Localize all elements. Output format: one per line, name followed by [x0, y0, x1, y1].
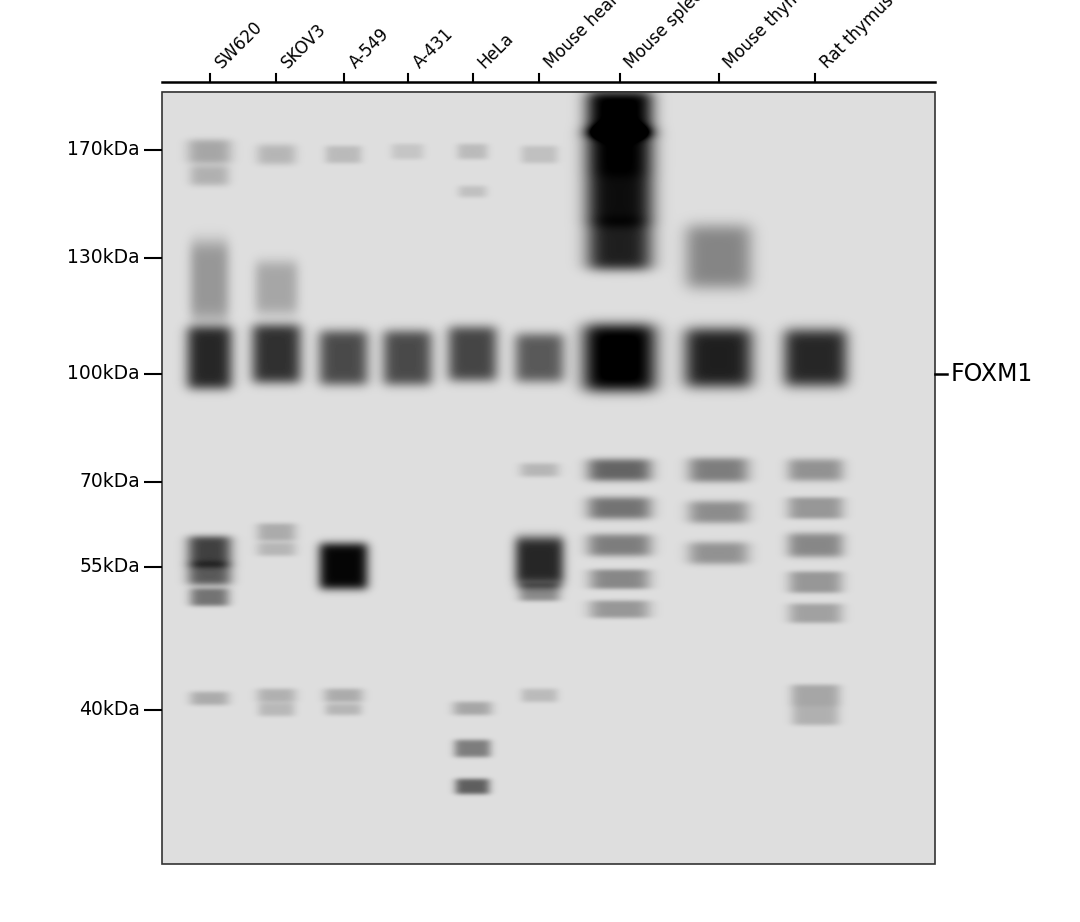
Text: 70kDa: 70kDa	[79, 472, 140, 491]
Text: Mouse thymus: Mouse thymus	[720, 0, 820, 72]
Text: 55kDa: 55kDa	[79, 557, 140, 576]
Text: HeLa: HeLa	[475, 30, 517, 72]
Text: A-549: A-549	[346, 25, 393, 72]
Text: A-431: A-431	[409, 25, 457, 72]
Text: 40kDa: 40kDa	[79, 700, 140, 719]
Text: FOXM1: FOXM1	[951, 361, 1034, 385]
Text: SW620: SW620	[212, 18, 266, 72]
Text: 100kDa: 100kDa	[67, 364, 140, 384]
Text: 130kDa: 130kDa	[67, 249, 140, 267]
Text: Mouse spleen: Mouse spleen	[622, 0, 715, 72]
Text: SKOV3: SKOV3	[279, 20, 330, 72]
Text: Rat thymus: Rat thymus	[818, 0, 897, 72]
Text: 170kDa: 170kDa	[67, 140, 140, 160]
Bar	[162, 92, 935, 864]
Text: Mouse heart: Mouse heart	[541, 0, 627, 72]
